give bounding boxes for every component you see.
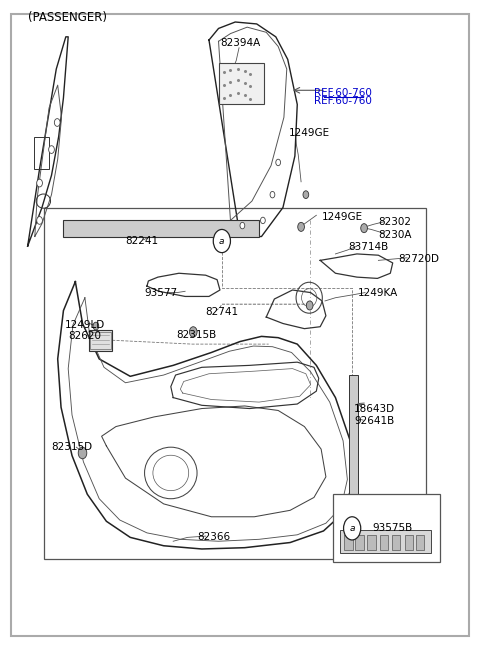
Text: 1249GE: 1249GE: [322, 212, 363, 222]
Text: 82366: 82366: [197, 532, 230, 542]
Text: REF.60-760: REF.60-760: [313, 96, 372, 105]
Text: 82302: 82302: [379, 217, 411, 226]
Circle shape: [303, 191, 309, 199]
Text: 18643D: 18643D: [354, 404, 395, 413]
Text: 8230A: 8230A: [378, 230, 412, 239]
Text: 82620: 82620: [69, 331, 101, 342]
Text: 92641B: 92641B: [354, 417, 395, 426]
FancyBboxPatch shape: [333, 494, 441, 562]
FancyBboxPatch shape: [218, 63, 264, 104]
Circle shape: [78, 447, 87, 459]
Text: 82720D: 82720D: [398, 254, 440, 264]
Circle shape: [240, 223, 245, 229]
Circle shape: [190, 327, 197, 337]
Polygon shape: [349, 375, 359, 536]
Circle shape: [361, 224, 367, 233]
FancyBboxPatch shape: [11, 14, 469, 636]
FancyBboxPatch shape: [44, 208, 426, 558]
Text: 82741: 82741: [205, 307, 239, 317]
Circle shape: [344, 517, 361, 540]
Circle shape: [93, 322, 99, 330]
Circle shape: [36, 217, 42, 225]
Circle shape: [270, 192, 275, 198]
Circle shape: [48, 146, 54, 153]
Polygon shape: [89, 330, 112, 351]
Text: 82315B: 82315B: [176, 330, 216, 340]
Text: 82394A: 82394A: [220, 38, 260, 49]
Polygon shape: [380, 535, 388, 550]
Polygon shape: [356, 535, 364, 550]
Circle shape: [298, 223, 304, 232]
Circle shape: [54, 118, 60, 126]
Text: 83714B: 83714B: [349, 243, 389, 252]
Text: REF.60-760: REF.60-760: [313, 88, 372, 98]
Circle shape: [36, 179, 42, 187]
Text: 93577: 93577: [144, 288, 178, 298]
Text: 1249KA: 1249KA: [358, 288, 398, 298]
Text: 82241: 82241: [126, 236, 159, 246]
Text: 82315D: 82315D: [51, 442, 93, 452]
Polygon shape: [392, 535, 400, 550]
Polygon shape: [367, 535, 375, 550]
Circle shape: [213, 230, 230, 252]
Circle shape: [276, 159, 281, 166]
Polygon shape: [340, 530, 431, 553]
Text: 93575B: 93575B: [372, 523, 413, 533]
Text: a: a: [219, 237, 225, 246]
Polygon shape: [416, 535, 424, 550]
Text: 1249LD: 1249LD: [65, 320, 105, 330]
Circle shape: [306, 301, 313, 310]
Polygon shape: [405, 535, 413, 550]
Polygon shape: [63, 221, 259, 237]
Circle shape: [261, 217, 265, 224]
Text: a: a: [349, 524, 355, 533]
Text: (PASSENGER): (PASSENGER): [28, 11, 107, 24]
Text: 1249GE: 1249GE: [288, 128, 330, 138]
Polygon shape: [344, 535, 353, 550]
